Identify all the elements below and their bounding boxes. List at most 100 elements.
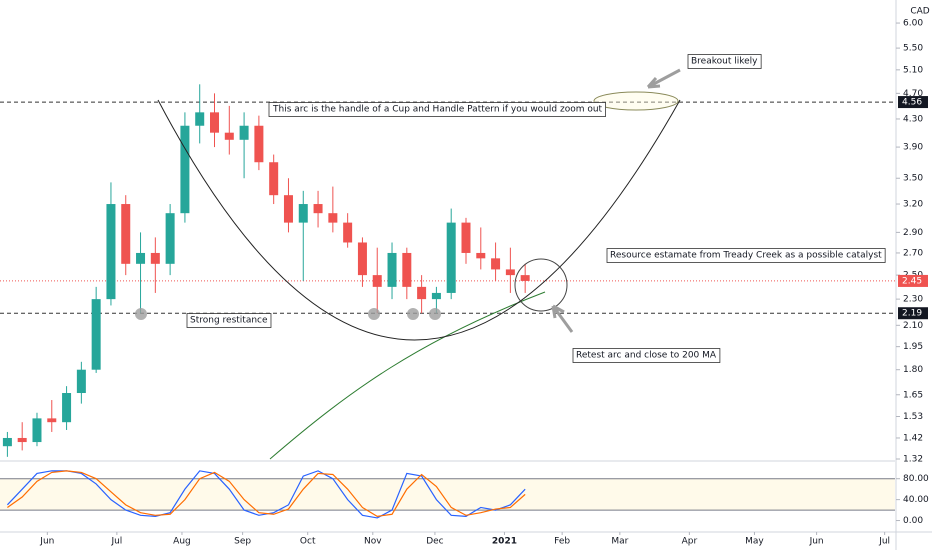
y-tick-label: 3.20 [903,200,923,210]
candle-body [520,275,530,281]
support-dot [407,308,419,320]
y-tick-label: 3.50 [903,174,923,184]
annotation-text: Strong restitance [190,316,268,326]
support-dot [368,308,380,320]
candle-body [446,222,456,293]
annotation-box [268,102,606,117]
y-tick-label: 1.42 [903,433,923,443]
candle-body [91,299,101,370]
arrow [551,304,574,333]
y-tick-label: 80.00 [903,474,929,484]
x-tick-label: Oct [300,537,316,547]
annotation: Strong restitance [186,313,272,328]
candle-body [357,242,367,276]
candle-body [210,112,220,133]
candle-body [298,204,308,223]
candle-body [180,125,190,214]
annotation-text: This arc is the handle of a Cup and Hand… [272,105,603,115]
x-tick-label: Jul [878,537,890,547]
y-tick-label: 2.30 [903,295,923,305]
candle-body [372,275,382,287]
retest-circle [514,258,568,312]
y-tick-label: 6.00 [903,19,923,29]
annotation: This arc is the handle of a Cup and Hand… [268,102,606,117]
candle-body [254,125,264,163]
support-dot [429,308,441,320]
currency: CAD [910,7,929,17]
price-tag [898,96,928,109]
drawings [135,68,681,460]
candle-body [165,213,175,264]
candle-body [150,252,160,264]
x-tick-label: Aug [173,537,191,547]
candle-body [121,204,131,264]
y-tick-label: 0.00 [903,516,923,526]
candle-body [47,418,57,423]
annotation-box [606,248,886,263]
candle-body [239,125,249,140]
x-tick-label: 2021 [492,537,517,547]
price-tag-label: 2.45 [902,276,922,286]
y-tick-label: 1.95 [903,342,923,352]
oscillator-line [7,470,526,517]
target-ellipse [593,91,679,111]
y-tick-label: 40.00 [903,495,929,505]
candle-body [62,393,72,423]
candle-body [417,286,427,300]
candle-body [387,252,397,287]
price-tag [898,274,928,287]
x-tick-label: Jun [39,537,54,547]
price-tag-label: 2.19 [902,309,922,319]
x-tick-label: Dec [426,537,443,547]
candle-body [76,369,86,394]
arrow [646,68,681,89]
cup-arc [157,99,681,341]
annotation-box [186,313,272,328]
y-tick-label: 1.53 [903,412,923,422]
candle-body [343,222,353,243]
annotation-text: Resource estamate from Tready Creek as a… [610,251,882,261]
y-tick-label: 3.90 [903,143,923,153]
candle-body [224,132,234,140]
y-tick-label: 1.80 [903,365,923,375]
candle-body [2,437,12,447]
x-tick-label: Sep [234,537,251,547]
x-tick-label: Jun [809,537,824,547]
support-dot [135,308,147,320]
y-tick-label: 4.70 [903,89,923,99]
annotation-box [572,348,721,363]
y-tick-label: 5.50 [903,44,923,54]
y-tick-label: 2.70 [903,248,923,258]
annotation-box [687,54,762,69]
candle-body [17,437,27,443]
x-tick-label: May [745,537,764,547]
moving-average [269,291,546,460]
candle-body [269,162,279,196]
candle-body [491,258,501,270]
annotation: Breakout likely [687,54,762,69]
candle-body [32,418,42,443]
price-tag-label: 4.56 [902,98,922,108]
candle-body [402,252,412,287]
candle-body [283,195,293,223]
candle-body [106,204,116,300]
x-tick-label: Jul [110,537,122,547]
y-tick-label: 4.30 [903,114,923,124]
candle-body [136,252,146,264]
y-tick-label: 1.32 [903,455,923,465]
candle-body [313,204,323,214]
x-tick-label: Feb [554,537,570,547]
candle-body [461,222,471,253]
y-tick-label: 1.65 [903,390,923,400]
x-tick-label: Nov [364,537,382,547]
y-tick-label: 2.90 [903,228,923,238]
candle-body [476,252,486,259]
price-tag [898,307,928,320]
candle-body [431,292,441,300]
candle-body [328,213,338,223]
x-tick-label: Mar [611,537,628,547]
candle-body [195,112,205,126]
annotation: Resource estamate from Tready Creek as a… [606,248,886,263]
y-tick-label: 2.10 [903,321,923,331]
